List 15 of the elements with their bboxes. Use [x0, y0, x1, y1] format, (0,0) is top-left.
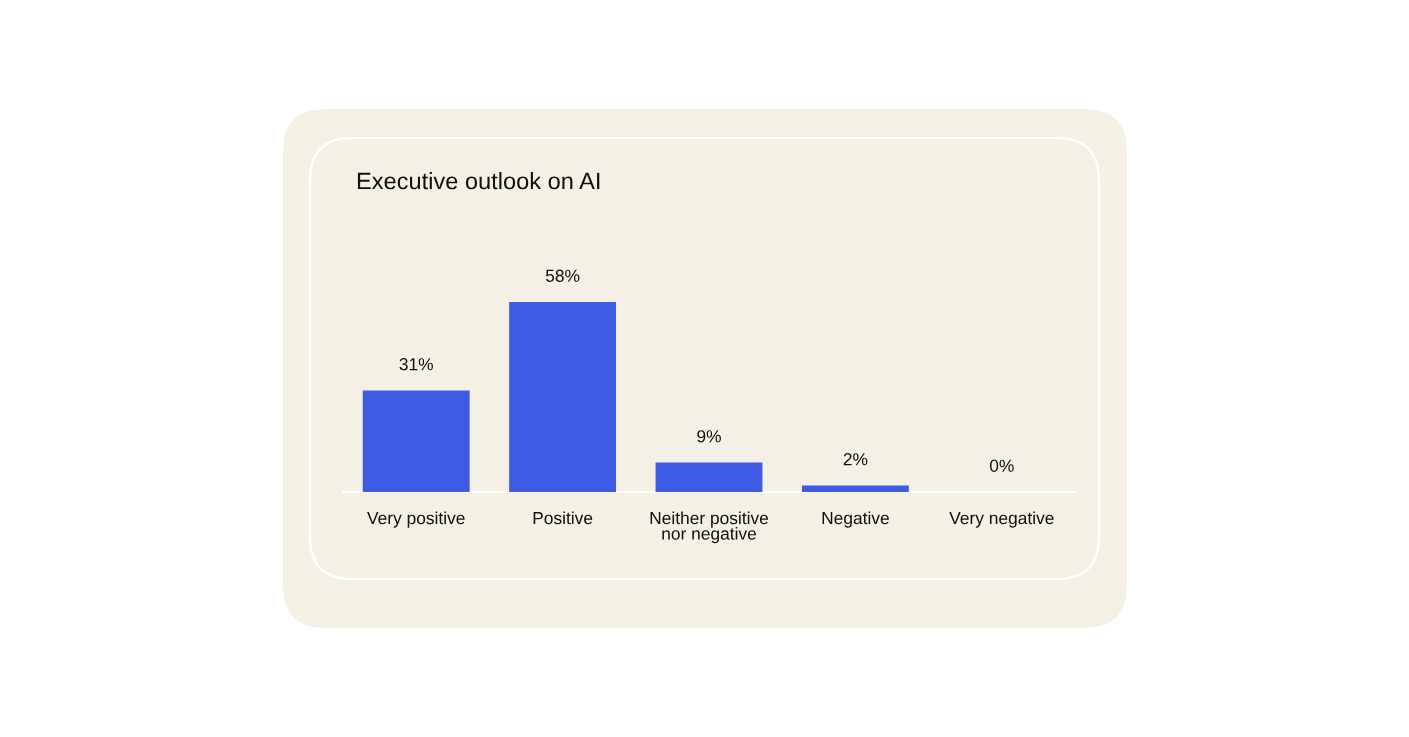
data-label: 0%: [989, 459, 1014, 472]
data-label: 2%: [843, 453, 868, 466]
x-tick-label: Very negative: [949, 511, 1054, 528]
chart-title: Executive outlook on AI: [357, 172, 600, 190]
data-label: 9%: [697, 430, 721, 443]
data-label: 58%: [545, 269, 580, 282]
bar: [801, 485, 909, 492]
x-tick-label: Negative: [822, 511, 889, 528]
bar: [362, 390, 470, 492]
x-tick-label: Neither positive nor negative: [650, 511, 769, 544]
x-tick-label: Very positive: [367, 511, 465, 528]
bar: [655, 462, 763, 492]
bar: [509, 302, 617, 492]
data-label: 31%: [399, 358, 433, 371]
x-tick-label: Positive: [533, 511, 593, 525]
